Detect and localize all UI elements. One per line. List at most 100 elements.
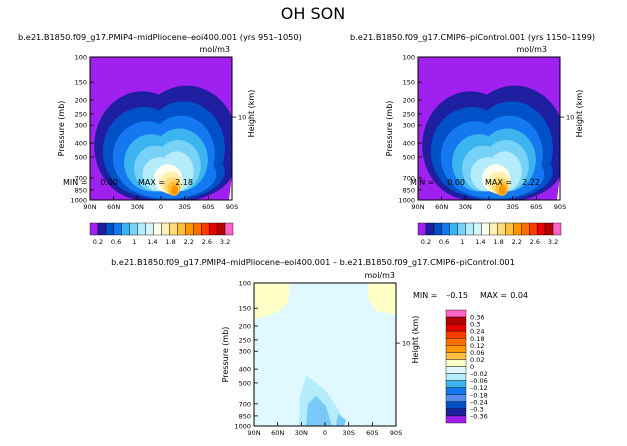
min-value: 0.00 (447, 178, 465, 187)
colorbar-swatch (193, 222, 202, 236)
units-label: mol/m3 (517, 45, 548, 54)
y-tick-label: 150 (75, 79, 87, 87)
contour-field (254, 283, 396, 426)
right-tick-label: 10 (402, 340, 410, 348)
x-tick-label: 30N (459, 203, 472, 211)
x-tick-label: 90S (390, 429, 402, 437)
colorbar-swatch (161, 222, 170, 236)
panel-difference: b.e21.B1850.f09_g17.PMIP4–midPliocene–eo… (111, 257, 528, 437)
units-label: mol/m3 (200, 45, 231, 54)
colorbar-label: 1 (460, 238, 464, 246)
contour-level-10 (498, 184, 507, 195)
colorbar: 0.2 0.6 1 1.4 1.8 2.2 2.6 3.2 (89, 222, 234, 246)
panel-title: b.e21.B1850.f09_g17.PMIP4–midPliocene–eo… (111, 257, 515, 267)
colorbar-label: 1.4 (475, 238, 485, 246)
colorbar-label: –0.24 (470, 398, 488, 406)
colorbar-swatch (445, 330, 467, 339)
min-label: MIN = (410, 178, 435, 187)
panel-title: b.e21.B1850.f09_g17.PMIP4–midPliocene–eo… (18, 32, 302, 42)
y-tick-label: 100 (75, 54, 87, 62)
x-tick-label: 60S (366, 429, 378, 437)
y-tick-label: 200 (403, 97, 415, 105)
colorbar-swatch (445, 408, 467, 417)
colorbar-label: 0.3 (470, 321, 480, 329)
x-tick-label: 30S (178, 203, 190, 211)
positive-region-north (254, 283, 290, 319)
colorbar-label: 0.2 (421, 238, 431, 246)
colorbar-swatch (445, 316, 467, 325)
colorbar-swatch (445, 352, 467, 360)
x-tick-label: 30S (506, 203, 518, 211)
x-tick-label: 90N (411, 203, 424, 211)
colorbar-swatch (224, 222, 234, 236)
colorbar-swatch (445, 338, 467, 346)
contour-level-10 (170, 184, 179, 195)
colorbar-label: 0.24 (470, 328, 484, 336)
y-tick-label: 300 (403, 122, 415, 130)
colorbar-swatch (121, 222, 130, 236)
y-tick-label: 150 (403, 79, 415, 87)
colorbar-label: 1 (132, 238, 136, 246)
colorbar-swatch (445, 415, 467, 424)
panel-midpliocene: b.e21.B1850.f09_g17.PMIP4–midPliocene–eo… (18, 32, 302, 246)
y-tick-label: 700 (239, 400, 251, 408)
min-label: MIN = (63, 178, 88, 187)
positive-region-south (368, 283, 396, 315)
colorbar-swatch (513, 222, 522, 236)
colorbar-label: 3.2 (220, 238, 230, 246)
colorbar-swatch (417, 222, 427, 236)
y-axis-right-label: Height (km) (575, 90, 584, 138)
colorbar-swatch (113, 222, 122, 236)
colorbar-swatch (445, 394, 467, 403)
colorbar-label: 1.8 (493, 238, 503, 246)
colorbar-swatch (153, 222, 162, 236)
colorbar-label: 2.2 (184, 238, 194, 246)
colorbar-swatch (544, 222, 554, 236)
colorbar-swatch (521, 222, 530, 236)
max-value: 2.22 (522, 178, 540, 187)
y-axis-label: Pressure (mb) (57, 101, 66, 157)
colorbar-swatch (505, 222, 514, 236)
y-tick-label: 500 (403, 153, 415, 161)
max-label: MAX = (485, 178, 512, 187)
panel-title: b.e21.B1850.f09_g17.CMIP6–piControl.001 … (350, 32, 595, 42)
missing-region (229, 175, 232, 200)
y-tick-label: 400 (239, 366, 251, 374)
y-tick-label: 250 (403, 110, 415, 118)
colorbar-swatch (441, 222, 450, 236)
colorbar-swatch (97, 222, 107, 236)
y-tick-label: 300 (75, 122, 87, 130)
colorbar-label: 0.6 (439, 238, 449, 246)
contour-field (418, 57, 560, 200)
colorbar-swatch (445, 323, 467, 332)
colorbar-label: 0 (470, 363, 474, 371)
colorbar-label: 1.8 (165, 238, 175, 246)
right-tick-label: 10 (238, 114, 246, 122)
colorbar-swatch (445, 373, 467, 381)
y-axis-label: Pressure (mb) (221, 327, 230, 383)
colorbar-label: –0.18 (470, 391, 488, 399)
colorbar-swatch (536, 222, 546, 236)
y-axis-label: Pressure (mb) (385, 101, 394, 157)
colorbar-swatch (473, 222, 482, 236)
colorbar-swatch (89, 222, 99, 236)
x-tick-label: 60N (271, 429, 284, 437)
x-tick-label: 60S (202, 203, 214, 211)
colorbar-label: 2.6 (530, 238, 540, 246)
colorbar-swatch (145, 222, 154, 236)
y-tick-label: 250 (75, 110, 87, 118)
negative-region-strong (336, 414, 346, 426)
x-tick-label: 0 (159, 203, 163, 211)
y-tick-label: 1000 (234, 423, 251, 431)
y-tick-label: 500 (75, 153, 87, 161)
colorbar-label: 2.2 (512, 238, 522, 246)
y-tick-label: 250 (239, 336, 251, 344)
colorbar-swatch (445, 345, 467, 353)
x-tick-label: 90N (247, 429, 260, 437)
min-value: –0.15 (446, 291, 468, 300)
colorbar-label: 0.06 (470, 349, 484, 357)
y-tick-label: 400 (75, 140, 87, 148)
x-tick-label: 30S (342, 429, 354, 437)
